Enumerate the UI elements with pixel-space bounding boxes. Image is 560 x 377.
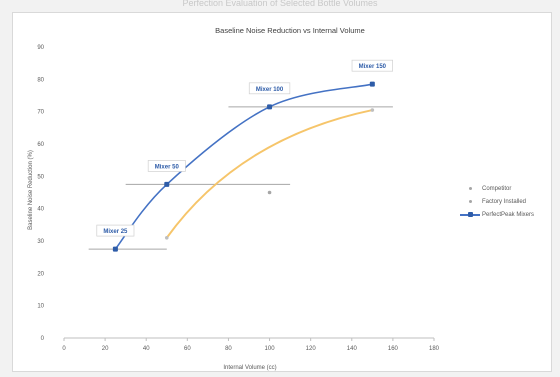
legend-item: Factory Installed	[458, 195, 554, 208]
legend-label: Factory Installed	[482, 198, 527, 205]
x-tick-label: 120	[306, 346, 317, 352]
x-tick-label: 60	[184, 346, 191, 352]
data-label-callout: Mixer 100	[248, 82, 291, 95]
chart-area	[12, 12, 552, 372]
x-tick-label: 140	[347, 346, 358, 352]
series-line-factory-installed	[165, 109, 373, 239]
page-title: Perfection Evaluation of Selected Bottle…	[182, 0, 378, 8]
x-tick-label: 40	[143, 346, 150, 352]
data-label-box	[147, 160, 186, 172]
x-tick-label: 180	[429, 346, 440, 352]
series-line-perfectpeak	[114, 83, 373, 250]
data-point	[267, 104, 273, 110]
data-point	[164, 181, 170, 187]
y-tick-label: 50	[37, 174, 44, 180]
axes: 0 20 40 60 80 100 120 140 160 180 0 10 20 30 40 50 60 70 8…	[37, 45, 439, 352]
legend-dot-marker	[458, 185, 482, 193]
y-tick-label: 20	[37, 271, 44, 277]
data-labels: Mixer 25 Mixer 50 Mixer 100 Mixer 150	[96, 59, 393, 237]
legend-item: PerfectPeak Mixers	[458, 208, 554, 221]
data-point	[164, 235, 169, 240]
x-tick-label: 160	[388, 346, 399, 352]
data-label-callout: Mixer 25	[96, 224, 135, 237]
x-tick-label: 80	[225, 346, 232, 352]
legend-dot-marker	[458, 198, 482, 206]
series-layer	[112, 81, 375, 252]
y-axis-label: Baseline Noise Reduction (%)	[28, 150, 34, 230]
legend-item: Competitor	[458, 182, 554, 195]
y-tick-label: 60	[37, 142, 44, 148]
y-tick-label: 80	[37, 77, 44, 83]
data-label: Mixer 25	[103, 229, 128, 235]
y-tick-label: 90	[37, 45, 44, 51]
x-tick-label: 20	[102, 346, 109, 352]
data-point	[370, 108, 375, 112]
data-label-box	[248, 82, 291, 95]
legend-label: PerfectPeak Mixers	[482, 211, 535, 218]
data-label: Mixer 100	[256, 87, 284, 93]
y-tick-label: 70	[37, 110, 44, 116]
legend-label: Competitor	[482, 185, 512, 192]
data-point	[369, 81, 375, 87]
data-label: Mixer 50	[155, 164, 180, 170]
legend-line-marker	[458, 211, 482, 219]
reference-lines	[88, 106, 393, 250]
x-axis-label: Internal Volume (cc)	[223, 365, 276, 371]
chart-title: Baseline Noise Reduction vs Internal Vol…	[215, 26, 365, 35]
data-label-box	[351, 59, 393, 72]
x-tick-label: 0	[62, 346, 66, 352]
data-label-callout: Mixer 150	[351, 59, 393, 72]
data-point	[267, 190, 272, 195]
data-label-box	[96, 224, 135, 237]
x-tick-label: 100	[265, 346, 276, 352]
y-tick-label: 40	[37, 207, 44, 213]
y-tick-label: 0	[41, 336, 45, 342]
y-tick-label: 30	[37, 239, 44, 245]
data-label: Mixer 150	[359, 64, 387, 70]
data-point	[112, 246, 118, 252]
legend: Competitor Factory Installed PerfectPeak M…	[458, 182, 554, 221]
y-tick-label: 10	[37, 304, 44, 310]
data-label-callout: Mixer 50	[147, 160, 186, 172]
